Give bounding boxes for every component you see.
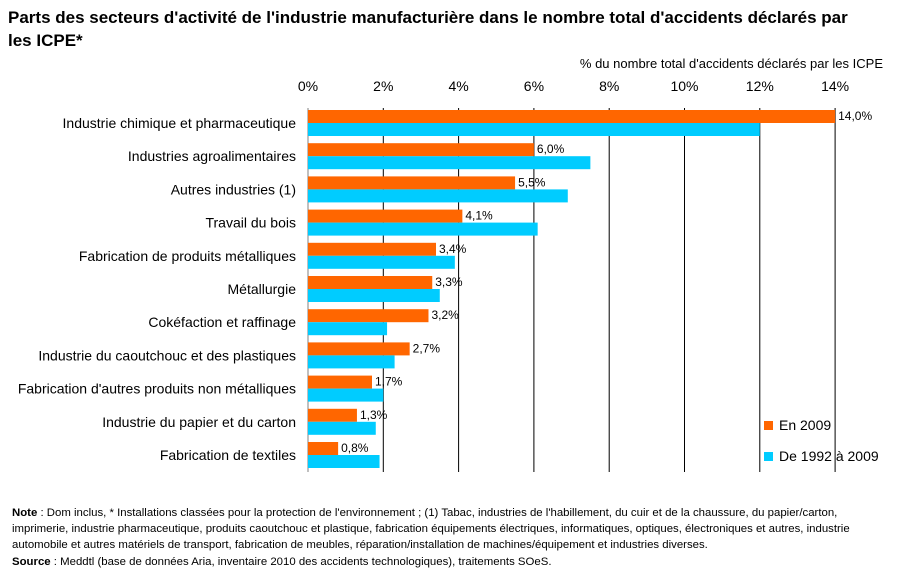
value-label-2009: 14,0% (838, 109, 872, 123)
bar-1992-2009 (308, 421, 376, 435)
bar-2009 (308, 375, 373, 389)
value-label-2009: 3,4% (439, 242, 467, 256)
x-tick-label: 4% (448, 78, 468, 94)
bar-1992-2009 (308, 156, 591, 170)
bar-2009 (308, 110, 836, 123)
value-label-2009: 3,2% (431, 308, 459, 322)
bar-2009 (308, 143, 534, 157)
value-label-2009: 0,8% (341, 441, 369, 455)
category-labels: Industrie chimique et pharmaceutique Indu… (18, 115, 296, 463)
bar-2009 (308, 408, 357, 422)
category-label: Industrie du caoutchouc et des plastique… (38, 347, 296, 363)
bar-1992-2009 (308, 289, 440, 302)
x-tick-labels: 0% 2% 4% 6% 8% 10% 12% 14% (298, 78, 849, 94)
x-tick-label: 0% (298, 78, 318, 94)
value-labels: 14,0% 6,0% 5,5% 4,1% 3,4% 3,3% 3,2% 2,7% 1,7% 1,3… (341, 109, 872, 455)
category-label: Autres industries (1) (171, 181, 296, 197)
chart-note: Note : Dom inclus, * Installations class… (12, 505, 890, 570)
bar-1992-2009 (308, 322, 388, 336)
note-text: : Dom inclus, * Installations classées p… (12, 507, 850, 552)
bar-2009 (308, 176, 516, 190)
bar-1992-2009 (308, 388, 384, 402)
bar-2009 (308, 442, 339, 455)
chart-title: Parts des secteurs d'activité de l'indus… (8, 8, 848, 50)
bar-2009 (308, 309, 429, 323)
x-tick-label: 2% (373, 78, 393, 94)
category-label: Industries agroalimentaires (128, 148, 296, 164)
bar-2009 (308, 342, 410, 356)
value-label-2009: 1,7% (375, 375, 403, 389)
bar-2009 (308, 276, 433, 289)
x-axis-title: % du nombre total d'accidents déclarés p… (580, 56, 883, 71)
x-tick-label: 12% (746, 78, 774, 94)
bar-1992-2009 (308, 123, 760, 136)
x-tick-label: 14% (821, 78, 849, 94)
source-text: : Meddtl (base de données Aria, inventai… (50, 555, 552, 568)
category-label: Industrie du papier et du carton (102, 414, 296, 430)
legend: En 2009 De 1992 à 2009 (764, 417, 879, 464)
bar-1992-2009 (308, 455, 380, 468)
value-label-2009: 5,5% (518, 175, 546, 189)
bar-2009 (308, 242, 437, 256)
legend-label: De 1992 à 2009 (779, 448, 879, 464)
bar-1992-2009 (308, 222, 538, 236)
legend-label: En 2009 (779, 417, 831, 433)
category-label: Travail du bois (205, 215, 296, 231)
legend-swatch (764, 452, 773, 461)
bar-1992-2009 (308, 255, 455, 269)
source-label: Source (12, 555, 51, 568)
category-label: Fabrication d'autres produits non métall… (18, 381, 296, 397)
note-label: Note (12, 507, 38, 519)
value-label-2009: 1,3% (360, 408, 388, 422)
value-label-2009: 4,1% (465, 209, 493, 223)
category-label: Cokéfaction et raffinage (148, 314, 296, 330)
x-tick-label: 8% (599, 78, 619, 94)
bars (308, 110, 836, 468)
legend-swatch (764, 421, 773, 430)
bar-1992-2009 (308, 355, 395, 369)
category-label: Métallurgie (228, 281, 297, 297)
bar-1992-2009 (308, 189, 568, 203)
value-label-2009: 3,3% (435, 275, 463, 289)
x-tick-label: 6% (524, 78, 544, 94)
bar-chart: % du nombre total d'accidents déclarés p… (18, 56, 883, 472)
category-label: Industrie chimique et pharmaceutique (63, 115, 297, 131)
x-tick-label: 10% (670, 78, 698, 94)
value-label-2009: 6,0% (537, 142, 565, 156)
bar-2009 (308, 209, 463, 223)
category-label: Fabrication de textiles (160, 447, 296, 463)
value-label-2009: 2,7% (413, 341, 441, 355)
category-label: Fabrication de produits métalliques (79, 248, 296, 264)
